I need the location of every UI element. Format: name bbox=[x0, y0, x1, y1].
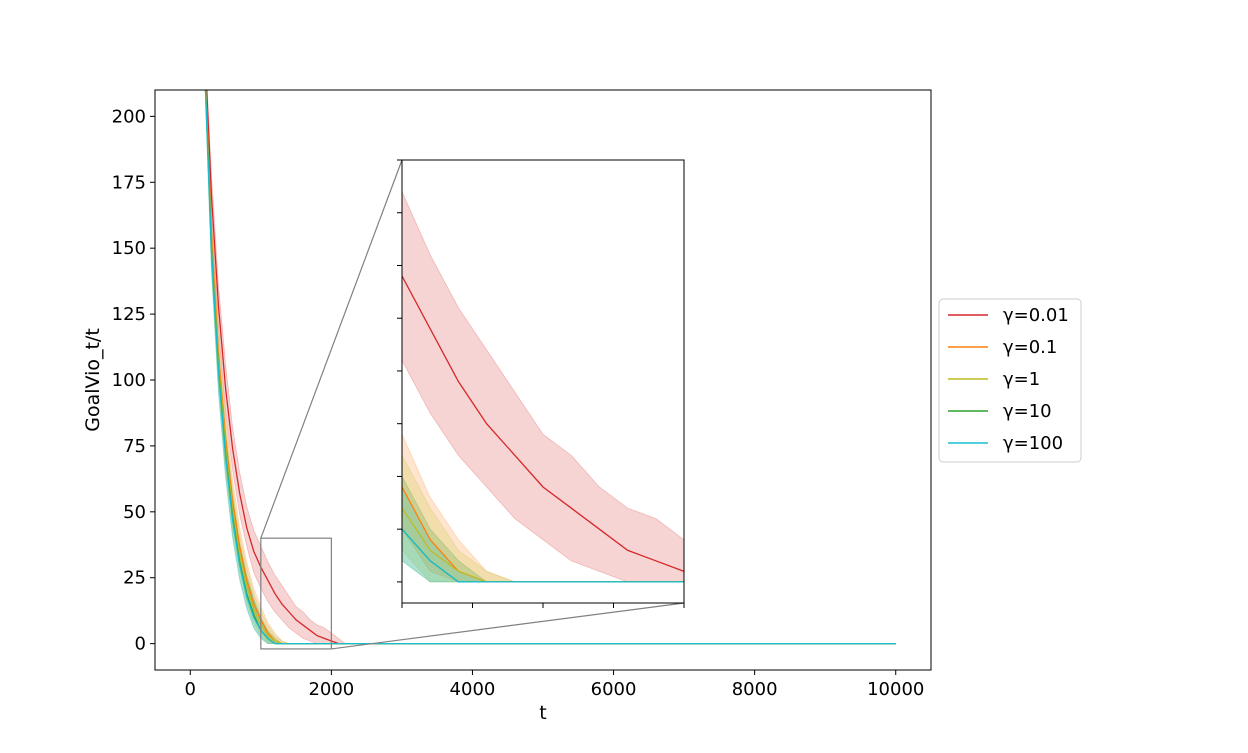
y-tick-label: 75 bbox=[123, 436, 146, 457]
y-tick-label: 0 bbox=[135, 634, 146, 655]
x-tick-label: 4000 bbox=[450, 679, 496, 700]
y-axis-ticks: 0 25 50 75 100 125 150 175 200 bbox=[112, 106, 155, 655]
inset-band-series-1 bbox=[402, 433, 684, 583]
zoom-indicator bbox=[260, 159, 685, 650]
inset-band-series-2 bbox=[402, 454, 684, 583]
legend-frame bbox=[938, 298, 1082, 463]
legend-label: γ=10 bbox=[1003, 401, 1052, 422]
inset-line-series-4 bbox=[402, 527, 684, 583]
y-tick-label: 100 bbox=[112, 370, 146, 391]
zoom-connector-line bbox=[331, 602, 685, 650]
y-tick-label: 125 bbox=[112, 304, 146, 325]
y-tick-label: 175 bbox=[112, 172, 146, 193]
legend-label: γ=0.01 bbox=[1003, 305, 1069, 326]
y-tick-label: 50 bbox=[123, 502, 146, 523]
y-tick-label: 25 bbox=[123, 568, 146, 589]
zoom-region-box bbox=[260, 537, 332, 650]
inset-background bbox=[402, 160, 684, 603]
x-tick-label: 2000 bbox=[308, 679, 354, 700]
main-line-series-0 bbox=[206, 90, 896, 645]
x-tick-label: 6000 bbox=[591, 679, 637, 700]
x-axis-label: t bbox=[539, 702, 546, 724]
inset-y-ticks bbox=[397, 159, 402, 583]
inset-line-series-0 bbox=[402, 274, 684, 573]
main-plot: 0 2000 4000 6000 8000 10000 0 25 50 75 100 125 150 1… bbox=[82, 89, 932, 724]
inset-plot bbox=[397, 159, 685, 608]
inset-line-series-2 bbox=[402, 506, 684, 583]
zoom-connector-line bbox=[260, 159, 403, 539]
x-tick-label: 0 bbox=[185, 679, 196, 700]
legend-label: γ=1 bbox=[1003, 369, 1040, 390]
y-axis-label: GoalVio_t/t bbox=[82, 328, 104, 432]
legend-label: γ=0.1 bbox=[1003, 337, 1057, 358]
legend: γ=0.01 γ=0.1 γ=1 γ=10 γ=100 bbox=[938, 298, 1082, 463]
x-tick-label: 8000 bbox=[732, 679, 778, 700]
inset-band-series-4 bbox=[402, 485, 684, 583]
x-tick-label: 10000 bbox=[867, 679, 924, 700]
inset-line-series-1 bbox=[402, 485, 684, 583]
legend-label: γ=100 bbox=[1003, 433, 1063, 454]
inset-band-series-0 bbox=[402, 190, 684, 583]
inset-x-ticks bbox=[401, 603, 685, 608]
y-tick-label: 200 bbox=[112, 106, 146, 127]
inset-line-series-3 bbox=[402, 527, 684, 583]
main-line-series-4 bbox=[204, 90, 896, 645]
y-tick-label: 150 bbox=[112, 238, 146, 259]
x-axis-ticks: 0 2000 4000 6000 8000 10000 bbox=[185, 670, 924, 700]
inset-band-series-3 bbox=[402, 475, 684, 583]
